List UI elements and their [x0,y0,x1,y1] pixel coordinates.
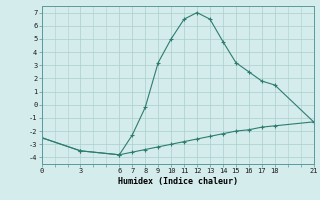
X-axis label: Humidex (Indice chaleur): Humidex (Indice chaleur) [118,177,237,186]
